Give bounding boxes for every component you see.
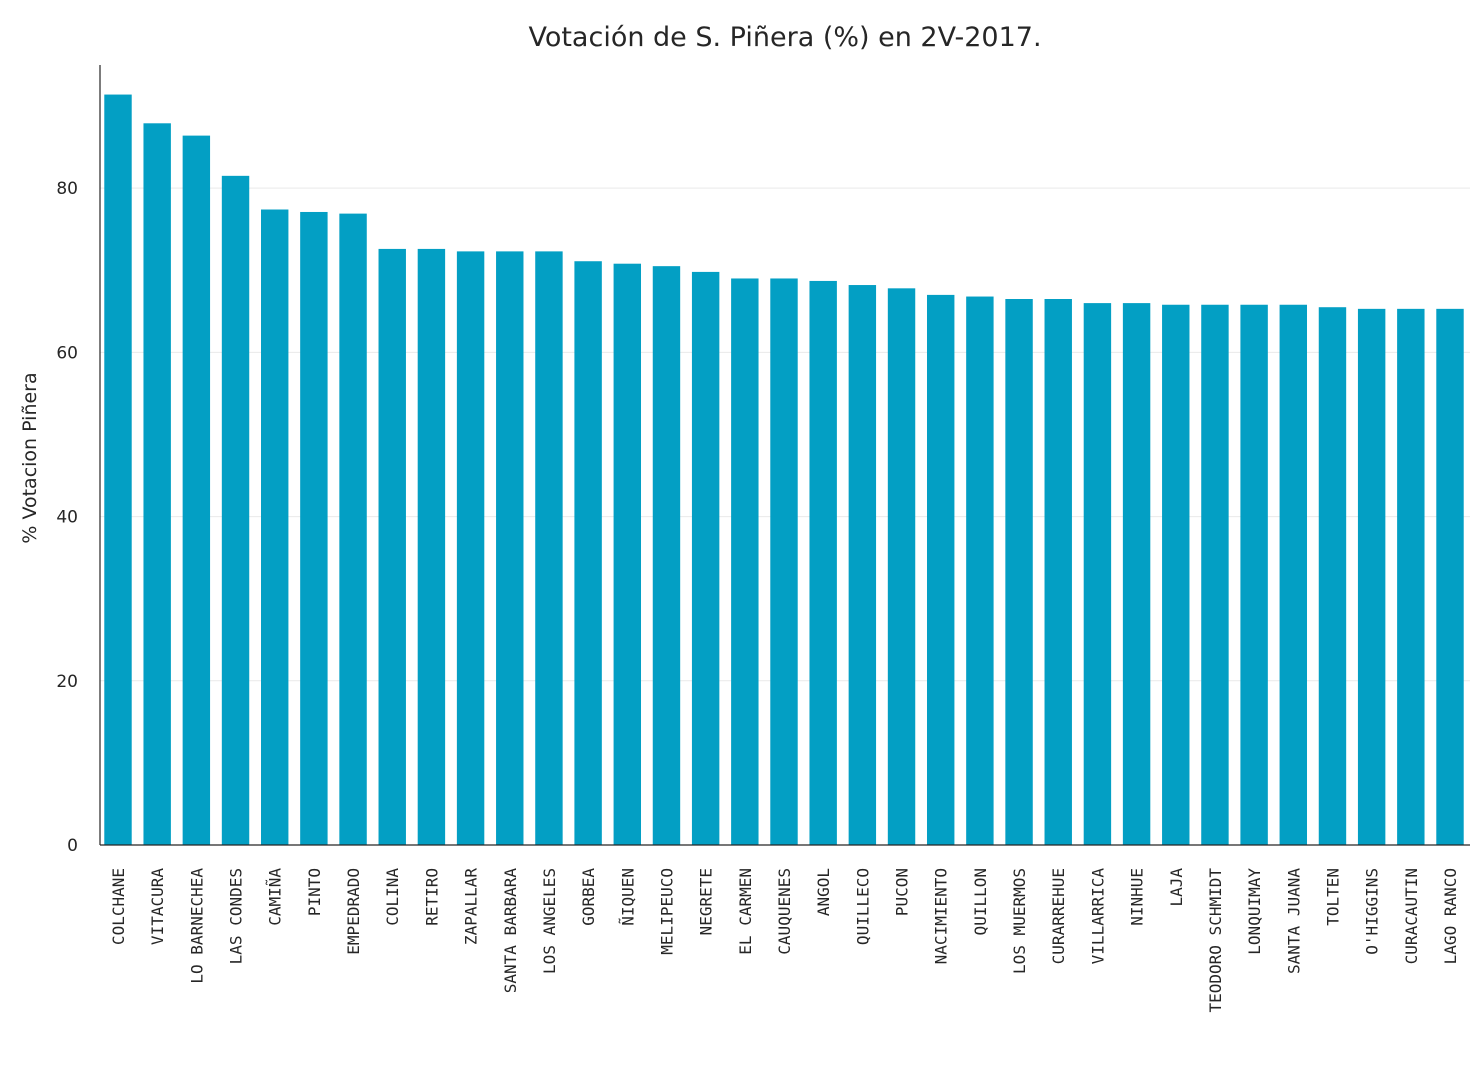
bar — [652, 266, 681, 845]
bar — [770, 278, 798, 845]
x-tick-label: NEGRETE — [697, 868, 716, 935]
y-tick-labels: 0 20 40 60 80 — [56, 179, 78, 856]
x-tick-label: SANTA BARBARA — [501, 868, 520, 994]
x-tick-label: CURACAUTIN — [1402, 868, 1421, 964]
bar — [731, 278, 759, 845]
x-tick-label: TEODORO SCHMIDT — [1206, 868, 1225, 1013]
x-tick-label: CAMIÑA — [266, 868, 285, 926]
x-tick-label: PINTO — [305, 868, 324, 916]
x-tick-label: LAGO RANCO — [1441, 868, 1460, 964]
bar — [848, 285, 877, 845]
bar — [1122, 303, 1151, 846]
bar — [1318, 307, 1347, 845]
bar — [417, 248, 446, 846]
bar — [456, 251, 485, 845]
bar — [535, 251, 563, 845]
x-tick-label: NACIMIENTO — [932, 868, 951, 964]
y-axis-label: % Votacion Piñera — [19, 372, 41, 543]
bar — [182, 135, 211, 845]
x-tick-label: TOLTEN — [1323, 868, 1342, 926]
x-tick-label: LOS ANGELES — [540, 868, 559, 974]
bar — [260, 209, 289, 846]
x-tick-label: COLCHANE — [109, 868, 128, 945]
x-tick-label: SANTA JUANA — [1284, 868, 1303, 974]
x-tick-label: ÑIQUEN — [618, 868, 637, 926]
bar — [378, 248, 406, 846]
x-tick-label: RETIRO — [422, 868, 441, 926]
bar — [691, 271, 720, 845]
x-tick-labels: COLCHANE VITACURA LO BARNECHEA LAS CONDES CA… — [109, 868, 1460, 1013]
x-tick-label: O'HIGGINS — [1363, 868, 1382, 955]
x-tick-label: VILLARRICA — [1088, 868, 1107, 965]
x-tick-label: MELIPEUCO — [657, 868, 676, 955]
x-tick-label: CURARREHUE — [1049, 868, 1068, 964]
bar — [926, 294, 955, 845]
chart-title: Votación de S. Piñera (%) en 2V-2017. — [528, 22, 1041, 53]
y-tick-label: 40 — [56, 508, 78, 528]
bar — [887, 288, 916, 846]
bar — [613, 263, 642, 846]
bar — [574, 261, 602, 845]
x-tick-label: NINHUE — [1128, 868, 1147, 926]
bar — [1201, 304, 1229, 845]
bar — [1279, 304, 1308, 845]
bar — [1357, 308, 1386, 845]
x-tick-label: ZAPALLAR — [462, 868, 481, 945]
x-tick-label: QUILLON — [971, 868, 990, 935]
y-tick-label: 80 — [56, 179, 78, 199]
bar — [1162, 304, 1190, 845]
y-tick-label: 20 — [56, 672, 78, 692]
bar — [1240, 304, 1268, 845]
x-tick-label: QUILLECO — [853, 868, 872, 945]
bar — [1044, 299, 1072, 845]
y-tick-label: 60 — [56, 343, 78, 363]
x-tick-label: PUCON — [893, 868, 912, 916]
x-tick-label: CAUQUENES — [775, 868, 794, 955]
x-tick-label: ANGOL — [814, 868, 833, 916]
bars — [104, 94, 1464, 846]
bar — [104, 94, 132, 846]
y-tick-label: 0 — [67, 836, 78, 856]
x-tick-label: EL CARMEN — [736, 868, 755, 955]
bar — [143, 123, 171, 845]
bar — [1083, 303, 1112, 846]
x-tick-label: LONQUIMAY — [1245, 868, 1264, 955]
x-tick-label: EMPEDRADO — [344, 868, 363, 955]
bar — [221, 175, 250, 845]
x-tick-label: LOS MUERMOS — [1010, 868, 1029, 974]
bar — [1436, 308, 1464, 845]
bar — [1005, 299, 1033, 845]
x-tick-label: LO BARNECHEA — [187, 868, 206, 984]
bar — [966, 296, 994, 845]
bar — [339, 213, 367, 845]
bar — [496, 251, 524, 845]
x-tick-label: LAJA — [1167, 868, 1186, 907]
bar — [300, 211, 328, 846]
x-tick-label: GORBEA — [579, 868, 598, 926]
bar — [809, 280, 837, 845]
bar — [1397, 308, 1425, 845]
x-tick-label: VITACURA — [148, 868, 167, 945]
x-tick-label: COLINA — [383, 868, 402, 926]
x-tick-label: LAS CONDES — [227, 868, 246, 964]
